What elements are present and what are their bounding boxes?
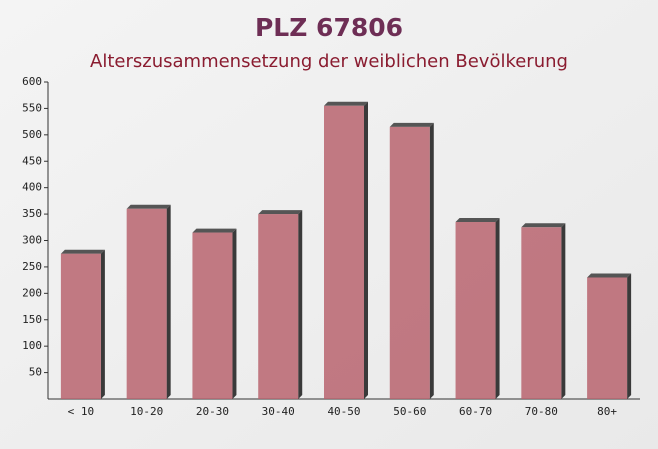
bar-top (258, 210, 303, 215)
x-tick-label: 40-50 (327, 405, 360, 418)
bar-shadow (100, 249, 105, 399)
bar-top (126, 204, 171, 209)
y-tick-label: 150 (22, 313, 42, 326)
y-tick-label: 550 (22, 101, 42, 114)
y-tick-label: 400 (22, 181, 42, 194)
bar (521, 227, 562, 399)
y-tick-label: 350 (22, 207, 42, 220)
chart-subtitle: Alterszusammensetzung der weiblichen Bev… (90, 51, 568, 72)
bar (192, 232, 233, 399)
x-tick-label: 60-70 (459, 405, 492, 418)
bar-shadow (561, 223, 566, 399)
x-tick-label: 50-60 (393, 405, 426, 418)
bar (389, 126, 430, 400)
y-tick-label: 600 (22, 75, 42, 88)
bar-top (521, 223, 566, 228)
bar-shadow (298, 210, 303, 399)
bar-top (587, 273, 632, 278)
y-tick-label: 100 (22, 339, 42, 352)
bar-top (192, 228, 237, 233)
y-tick-label: 250 (22, 260, 42, 273)
bar (324, 105, 364, 400)
y-tick-label: 300 (22, 234, 42, 247)
x-tick-label: 10-20 (130, 405, 163, 418)
x-tick-label: 70-80 (525, 405, 558, 418)
bar-top (455, 218, 500, 223)
bar-shadow (495, 218, 500, 399)
y-tick-label: 200 (22, 286, 42, 299)
bar-top (389, 122, 434, 127)
y-tick-label: 500 (22, 128, 42, 141)
y-tick-label: 450 (22, 154, 42, 167)
x-tick-label: 20-30 (196, 405, 229, 418)
bar (587, 277, 628, 399)
bar-shadow (429, 122, 434, 400)
bar-top (324, 101, 368, 106)
bar (455, 222, 496, 399)
bar-shadow (364, 101, 368, 400)
x-tick-label: < 10 (68, 405, 95, 418)
x-tick-label: 30-40 (262, 405, 295, 418)
y-tick-label: 50 (29, 366, 42, 379)
x-tick-label: 80+ (597, 405, 617, 418)
bar (126, 208, 167, 399)
bar-shadow (166, 204, 171, 399)
bar-top (60, 249, 105, 254)
chart-title: PLZ 67806 (255, 13, 403, 42)
bar-shadow (232, 228, 237, 399)
bar (258, 214, 299, 399)
bar-shadow (627, 273, 632, 399)
bar (60, 253, 101, 399)
